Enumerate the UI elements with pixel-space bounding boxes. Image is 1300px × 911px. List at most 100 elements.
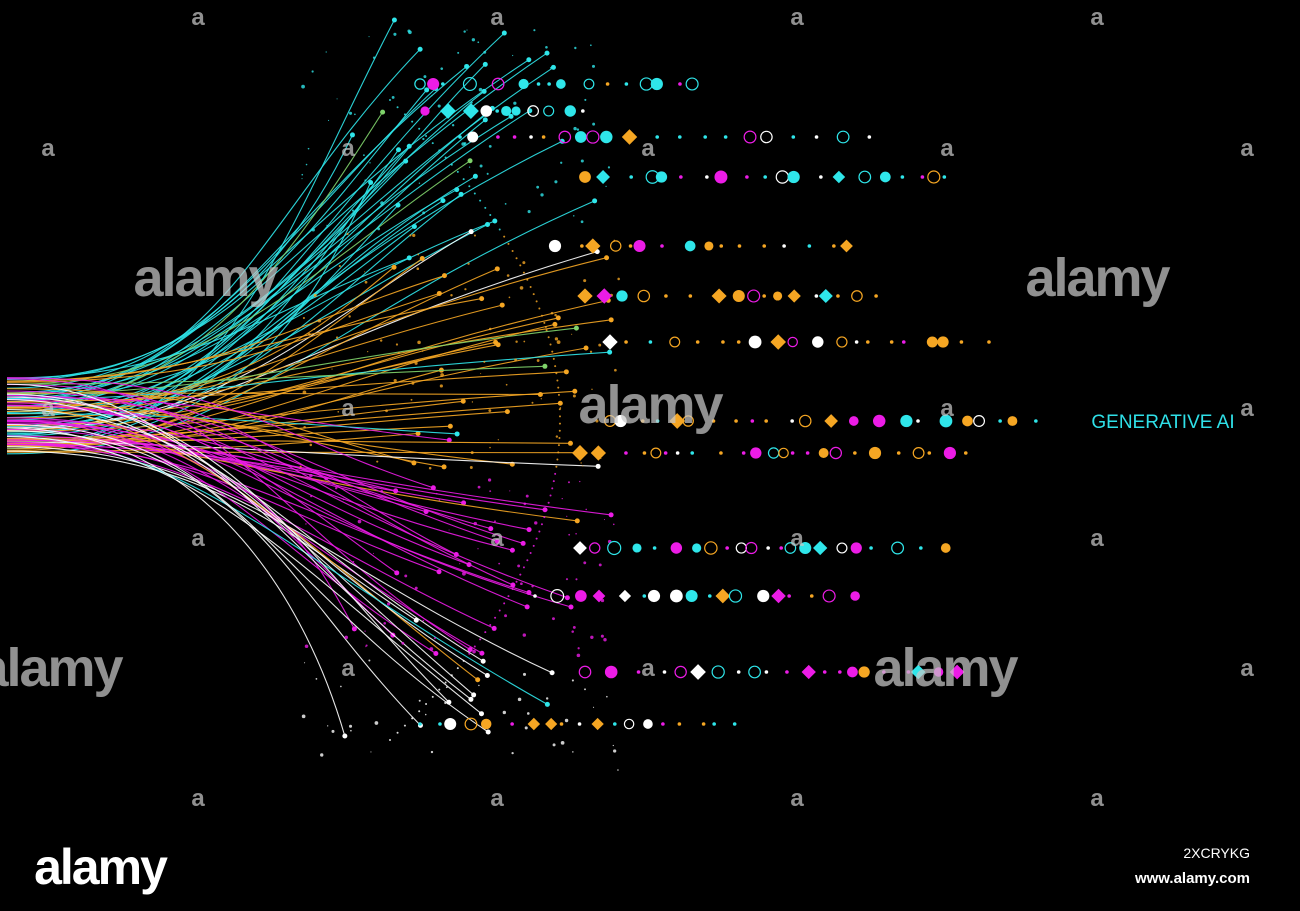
line-end xyxy=(504,409,510,415)
speck xyxy=(467,262,470,265)
dot xyxy=(711,419,716,423)
flow-line xyxy=(6,443,530,594)
line-end xyxy=(478,711,484,717)
flow-line xyxy=(6,435,612,516)
line-end xyxy=(484,672,490,678)
speck xyxy=(550,311,554,315)
line-end xyxy=(509,547,515,553)
ring xyxy=(784,542,797,554)
speck xyxy=(439,384,443,388)
dot xyxy=(529,135,533,139)
dot xyxy=(704,241,714,251)
speck xyxy=(309,473,313,478)
speck xyxy=(313,293,317,297)
dot xyxy=(889,340,894,344)
watermark: alamy xyxy=(1025,248,1170,308)
speck xyxy=(422,619,425,622)
ring xyxy=(829,446,843,460)
speck xyxy=(301,84,305,89)
watermark-mark: a xyxy=(940,135,954,162)
dot xyxy=(677,722,682,726)
arc-dot xyxy=(551,350,554,353)
arc-dot xyxy=(519,264,522,267)
arc-dot xyxy=(503,602,506,605)
flow-line xyxy=(6,251,598,431)
arc-dot xyxy=(532,293,535,296)
line-end xyxy=(608,317,614,323)
line-end xyxy=(406,143,412,149)
speck xyxy=(590,44,592,47)
watermark-mark: a xyxy=(341,395,355,422)
line-end xyxy=(458,191,464,197)
speck xyxy=(450,294,453,297)
dot xyxy=(624,451,628,455)
speck xyxy=(386,602,391,606)
ring xyxy=(787,336,798,348)
diamond xyxy=(527,717,541,731)
dot xyxy=(785,670,789,674)
line-end xyxy=(471,692,477,698)
speck xyxy=(418,182,421,184)
speck xyxy=(440,373,444,377)
ring xyxy=(586,130,600,144)
dot xyxy=(814,135,819,139)
speck xyxy=(504,202,507,205)
diamond xyxy=(690,664,706,680)
dot xyxy=(628,244,633,248)
line-end xyxy=(482,61,488,67)
flow-line xyxy=(6,383,457,555)
speck xyxy=(317,319,322,323)
diamond xyxy=(949,664,965,680)
speck xyxy=(410,398,413,401)
watermark: alamy xyxy=(578,375,723,435)
arc-dot xyxy=(552,357,555,360)
arc-dot xyxy=(403,724,406,727)
speck xyxy=(351,209,354,212)
line-end xyxy=(368,180,374,186)
watermark-mark: a xyxy=(41,135,55,162)
speck xyxy=(416,267,420,271)
dot xyxy=(556,79,566,89)
speck xyxy=(514,358,517,362)
speck xyxy=(566,515,568,517)
line-end xyxy=(351,626,357,632)
speck xyxy=(571,333,573,335)
arc-dot xyxy=(468,652,471,655)
speck xyxy=(466,29,468,31)
flow-line xyxy=(6,412,458,435)
speck xyxy=(397,351,400,355)
arc-dot xyxy=(522,271,525,274)
line-end xyxy=(526,57,532,63)
speck xyxy=(471,38,476,42)
dot xyxy=(420,106,430,116)
flow-line xyxy=(6,441,440,573)
arc-dot xyxy=(551,487,554,490)
dot xyxy=(518,78,529,90)
speck xyxy=(571,630,574,633)
arc-dot xyxy=(444,681,447,684)
dot xyxy=(787,170,800,184)
diamond xyxy=(621,129,638,145)
dot xyxy=(685,590,698,602)
line-end xyxy=(467,647,473,653)
speck xyxy=(320,753,324,757)
speck xyxy=(531,585,534,588)
speck xyxy=(527,210,531,214)
dot xyxy=(624,82,629,86)
speck xyxy=(348,111,353,115)
line-end xyxy=(563,369,569,375)
line-end xyxy=(549,670,555,676)
ring xyxy=(669,336,681,348)
arc-dot xyxy=(431,695,434,698)
speck xyxy=(417,253,420,256)
speck xyxy=(517,697,522,702)
diamond xyxy=(577,288,593,304)
flow-line xyxy=(6,428,355,630)
dot xyxy=(480,105,492,117)
watermark-mark: a xyxy=(41,395,55,422)
diamond xyxy=(545,717,558,731)
speck xyxy=(554,337,559,341)
speck xyxy=(429,647,434,651)
speck xyxy=(364,630,366,632)
arc-dot xyxy=(557,444,560,447)
